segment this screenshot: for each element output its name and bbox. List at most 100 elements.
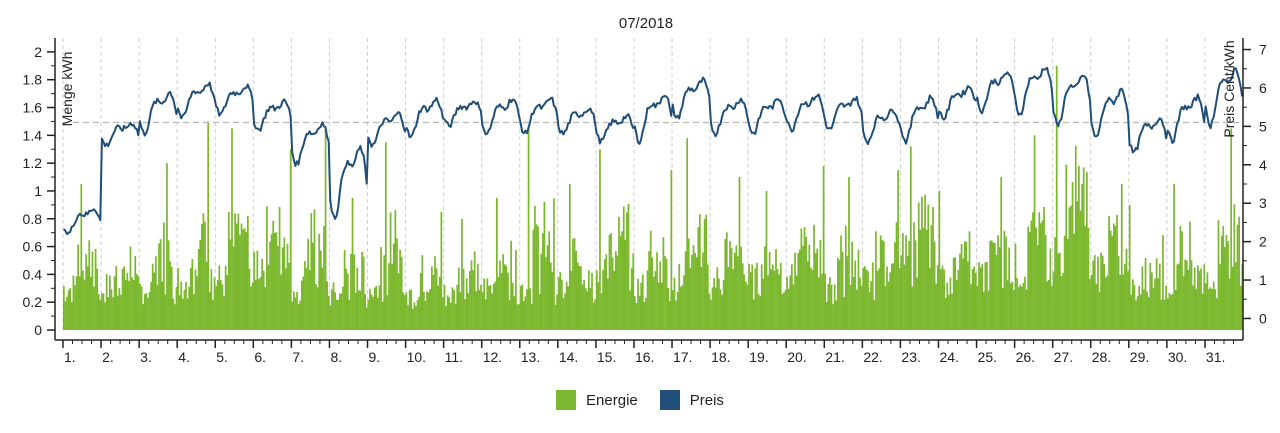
energy-bar [538,294,541,330]
energy-bar [857,249,860,330]
energy-bar [852,276,855,330]
energy-bar [93,286,95,330]
energy-bar [218,265,221,330]
energy-bar [1001,287,1004,330]
energy-bar [589,288,592,330]
energy-bar [757,293,760,330]
energy-bar [1085,172,1088,330]
energy-bar [887,281,890,330]
energy-bar [725,232,728,330]
energy-bar [150,282,152,330]
energy-bar [456,284,459,330]
energy-bar [746,284,749,330]
energy-bar [867,270,869,330]
legend-item-preis[interactable]: Preis [659,390,724,410]
energy-bar [215,286,217,330]
energy-bar [714,287,717,330]
energy-bar [967,261,969,330]
energy-bar [1231,266,1234,330]
energy-bar [492,283,495,330]
energy-bar [158,243,160,330]
x-axis-tick-label: 8. [330,349,342,365]
energy-bar [288,262,290,330]
legend-swatch-energie [556,390,577,410]
energy-bar [618,216,620,330]
energy-bar [665,258,668,330]
energy-bar [1208,288,1210,330]
energy-bar [196,276,198,330]
energy-bar [710,299,712,330]
energy-bar [659,261,662,330]
price-line [63,66,1244,236]
energy-bar [1128,204,1131,330]
energy-bar [529,288,532,330]
energy-bar [963,241,966,330]
energy-bar [814,253,817,330]
energy-bar [1170,294,1172,330]
energy-bar [475,291,478,330]
x-axis-tick-label: 3. [140,349,152,365]
energy-bar [300,280,303,330]
energy-bar [568,184,571,330]
energy-bar [668,301,671,330]
energy-bar [1209,287,1212,330]
energy-bar [752,299,755,330]
energy-bar [1235,262,1237,330]
right-axis-tick-label: 6 [1259,80,1267,96]
energy-bar [331,289,333,330]
energy-bar [892,263,895,330]
legend-item-energie[interactable]: Energie [556,390,638,410]
energy-bar [1057,253,1060,330]
energy-bar [399,249,401,330]
energy-bar [307,238,309,330]
energy-bar [716,267,719,330]
energy-bar [413,302,416,330]
energy-bar [1003,230,1006,330]
energy-bar [938,190,941,330]
energy-bar [1082,167,1085,330]
energy-bar [326,281,329,330]
energy-bar [919,229,922,330]
x-axis-tick-label: 23. [901,349,920,365]
energy-bar [917,202,920,330]
energy-bar [643,301,646,330]
energy-bar [708,293,711,330]
energy-bar [112,297,114,330]
energy-bar [242,229,244,330]
energy-bar [878,268,880,330]
x-axis-tick-label: 30. [1168,349,1187,365]
energy-bar [683,275,685,330]
energy-bar [1043,206,1045,330]
energy-bar [518,304,520,330]
energy-bar [1076,201,1079,330]
energy-bar [537,226,539,330]
energy-bar [778,274,781,330]
energy-bar [1062,273,1064,330]
energy-bar [1165,285,1168,330]
energy-bar [545,256,547,330]
energy-bar [844,225,847,330]
energy-bar [442,297,444,330]
energy-bar [212,299,214,330]
energy-bar [102,293,105,330]
energy-bar [637,278,639,330]
energy-bar [396,238,398,330]
energy-bar [315,284,317,330]
energy-bar [1176,264,1179,330]
energy-bar [824,273,827,330]
energy-bar [730,247,733,330]
energy-bar [1093,255,1096,330]
energy-bar [1051,285,1053,330]
energy-bar [124,280,127,330]
energy-bar [841,251,844,330]
energy-bar [1036,245,1039,330]
left-axis-tick-label: 1.6 [23,100,43,116]
energy-bar [979,267,982,330]
energy-bar [654,271,657,330]
energy-bar [310,213,313,330]
energy-bar [318,233,321,330]
energy-bar [169,261,171,330]
x-axis-tick-label: 4. [178,349,190,365]
energy-bar [120,294,122,330]
energy-bar [234,213,237,330]
